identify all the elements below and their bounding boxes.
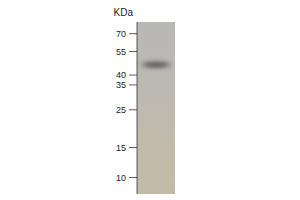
chart-svg: 70 55 4035 25 15 10 KDa — [0, 0, 300, 200]
bands — [142, 62, 170, 68]
tick-label: 10 — [116, 173, 126, 183]
gel-lane — [137, 22, 175, 194]
tick — [129, 51, 137, 52]
chart-container: 70 55 4035 25 15 10 KDa — [0, 0, 300, 200]
tick — [129, 84, 137, 85]
tick-label: 70 — [116, 29, 126, 39]
tick — [129, 147, 137, 148]
band — [142, 62, 170, 68]
axis-label: KDa — [114, 7, 134, 18]
tick-label: 15 — [116, 143, 126, 153]
tick — [129, 33, 137, 34]
axis-line — [137, 22, 138, 194]
tick — [129, 109, 137, 110]
tick-label: 25 — [116, 105, 126, 115]
tick-label: 55 — [116, 47, 126, 57]
tick-label: 35 — [116, 80, 126, 90]
tick — [129, 75, 137, 76]
tick-label: 40 — [116, 70, 126, 80]
tick — [129, 177, 137, 178]
